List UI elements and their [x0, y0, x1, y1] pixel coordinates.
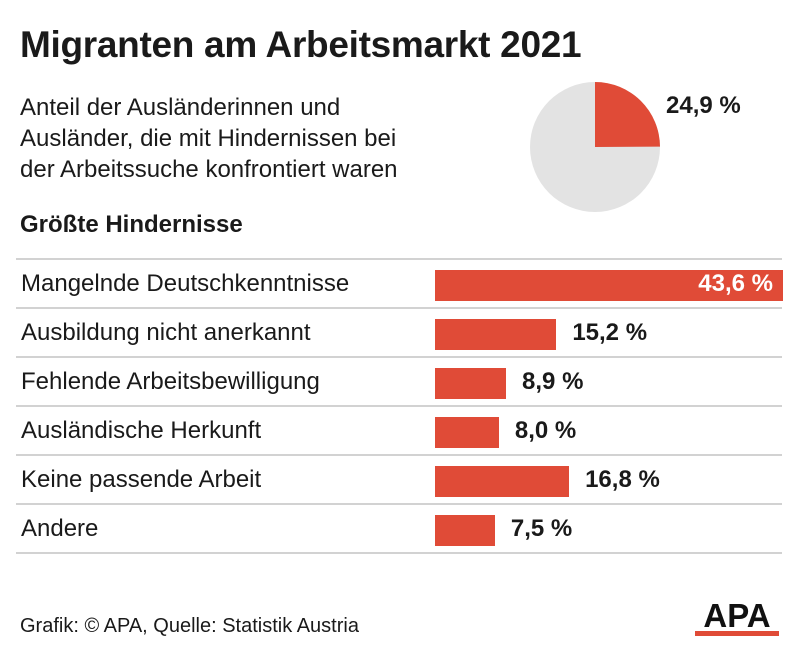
chart-subtitle: Anteil der Ausländerinnen und Ausländer,… — [20, 92, 500, 185]
pie-chart — [530, 82, 660, 212]
pie-value-label: 24,9 % — [666, 92, 741, 119]
bar-value-label: 16,8 % — [585, 466, 660, 493]
bar-value-label: 8,0 % — [514, 417, 577, 444]
section-title: Größte Hindernisse — [20, 211, 243, 238]
bar-row: Mangelnde Deutschkenntnisse 43,6 % — [16, 258, 783, 307]
bar-chart: Mangelnde Deutschkenntnisse 43,6 % Ausbild… — [16, 258, 783, 554]
bar — [435, 515, 495, 546]
bar-category-label: Keine passende Arbeit — [21, 466, 262, 493]
bar — [435, 466, 570, 497]
apa-logo: APA — [695, 598, 779, 636]
bar-category-label: Mangelnde Deutschkenntnisse — [21, 270, 350, 297]
logo-underline — [695, 631, 779, 636]
subtitle-line: Ausländer, die mit Hindernissen bei — [20, 125, 397, 152]
bar — [435, 270, 783, 301]
bar-row: Ausländische Herkunft 8,0 % — [16, 405, 782, 454]
subtitle-line: der Arbeitssuche konfrontiert waren — [20, 156, 398, 183]
bar-category-label: Andere — [21, 515, 99, 542]
bar-category-label: Fehlende Arbeitsbewilligung — [21, 368, 320, 395]
bar — [435, 368, 507, 399]
bar-row: Andere 7,5 % — [16, 503, 782, 554]
bar-category-label: Ausbildung nicht anerkannt — [21, 319, 311, 346]
bar-row: Ausbildung nicht anerkannt 15,2 % — [16, 307, 782, 356]
bar-row: Keine passende Arbeit 16,8 % — [16, 454, 782, 503]
bar-value-label: 43,6 % — [698, 270, 773, 297]
bar-category-label: Ausländische Herkunft — [21, 417, 262, 444]
bar — [435, 319, 557, 350]
logo-text: APA — [703, 598, 770, 634]
source-note: Grafik: © APA, Quelle: Statistik Austria — [20, 615, 359, 637]
bar-row: Fehlende Arbeitsbewilligung 8,9 % — [16, 356, 782, 405]
bar-value-label: 8,9 % — [522, 368, 584, 395]
bar-value-label: 15,2 % — [572, 319, 648, 346]
chart-title: Migranten am Arbeitsmarkt 2021 — [20, 24, 582, 65]
bar — [435, 417, 499, 448]
pie-slice-highlight — [595, 82, 660, 147]
subtitle-line: Anteil der Ausländerinnen und — [20, 94, 341, 121]
bar-value-label: 7,5 % — [510, 515, 573, 542]
